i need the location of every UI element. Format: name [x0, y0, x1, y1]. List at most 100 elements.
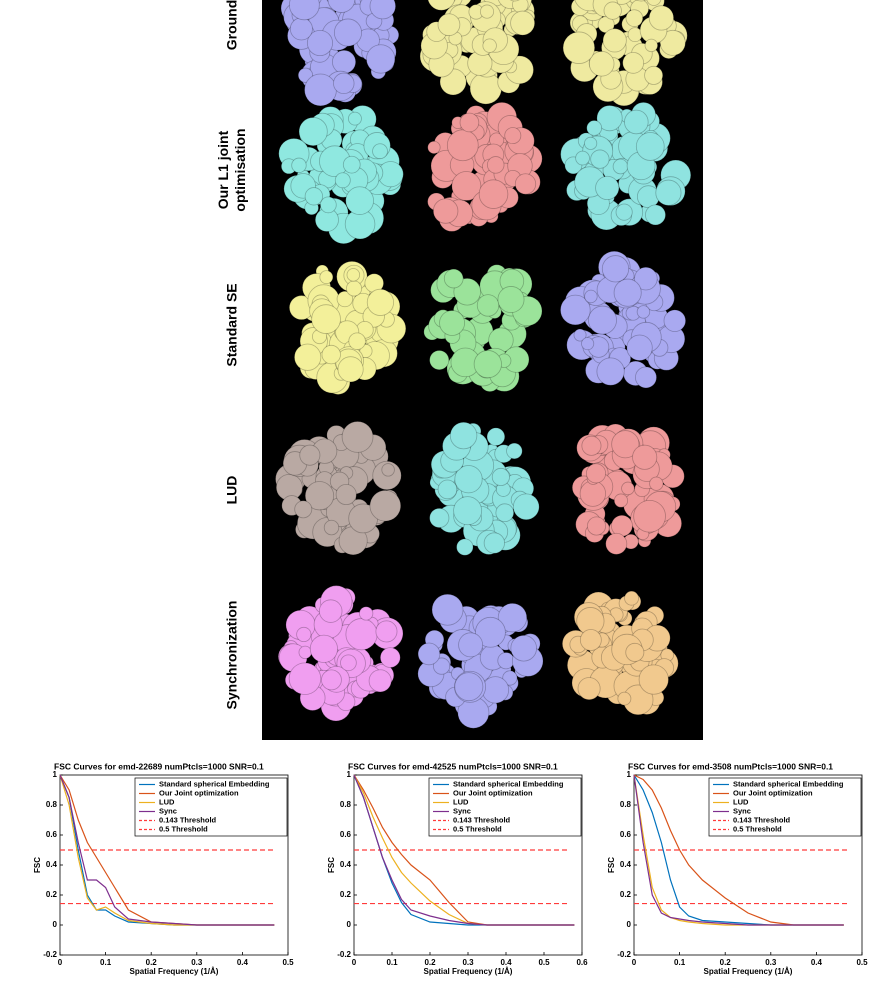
blob-part: [366, 288, 394, 316]
blob-part: [491, 467, 510, 487]
density-map: [561, 590, 679, 716]
blob-part: [577, 677, 601, 701]
y-axis-label: FSC: [327, 857, 336, 873]
blob-part: [579, 629, 602, 651]
blob-part: [304, 73, 337, 107]
legend-box: [708, 777, 862, 837]
x-tick-label: 0.1: [100, 958, 112, 967]
x-tick-label: 0.2: [424, 958, 436, 967]
blob-part: [482, 38, 497, 53]
fsc-chart: FSC Curves for emd-42525 numPtcls=1000 S…: [327, 761, 588, 976]
blob-part: [584, 136, 598, 150]
legend-label: 0.143 Threshold: [159, 815, 217, 824]
blob-part: [429, 350, 450, 371]
blob-part: [478, 179, 509, 209]
y-tick-label: 0.8: [46, 800, 58, 809]
blob-part: [560, 294, 591, 326]
y-tick-label: 0.8: [620, 800, 632, 809]
blob-part: [453, 496, 483, 526]
y-tick-label: 0.4: [46, 860, 58, 869]
blob-part: [309, 634, 338, 663]
density-map: [275, 421, 402, 556]
blob-part: [346, 268, 361, 282]
blob-part: [612, 158, 629, 175]
legend-label: LUD: [453, 797, 469, 806]
renderings: [275, 0, 692, 729]
blob-part: [446, 129, 479, 162]
x-tick-label: 0.1: [386, 958, 398, 967]
row-label: Our L1 joint: [215, 130, 231, 209]
blob-part: [475, 616, 506, 648]
blob-part: [449, 421, 478, 450]
blob-part: [299, 444, 321, 466]
blob-part: [476, 294, 500, 317]
legend-label: Sync: [733, 806, 751, 815]
y-tick-label: -0.2: [43, 950, 57, 959]
blob-part: [575, 150, 590, 166]
x-tick-label: 0.3: [765, 958, 777, 967]
blob-part: [311, 304, 341, 334]
blob-part: [427, 140, 441, 155]
y-tick-label: 0.2: [340, 890, 352, 899]
y-tick-label: -0.2: [337, 950, 351, 959]
blob-part: [645, 204, 666, 226]
blob-part: [510, 634, 537, 662]
legend-label: LUD: [733, 797, 749, 806]
blob-part: [646, 0, 662, 6]
blob-part: [346, 280, 363, 297]
blob-part: [626, 334, 653, 361]
blob-part: [304, 481, 335, 511]
density-map: [427, 101, 543, 232]
blob-part: [340, 654, 357, 672]
blob-part: [479, 4, 495, 19]
blob-part: [495, 503, 515, 523]
blob-part: [481, 676, 510, 704]
y-tick-label: 1: [627, 770, 632, 779]
blob-part: [375, 620, 398, 643]
blob-part: [432, 657, 451, 675]
blob-part: [319, 270, 334, 285]
blob-part: [588, 305, 617, 335]
blob-part: [581, 435, 602, 456]
density-map: [423, 264, 543, 392]
density-map: [280, 0, 400, 107]
row-label: Ground: [224, 0, 240, 50]
blob-part: [379, 647, 401, 668]
density-map: [288, 260, 407, 395]
x-tick-label: 0.5: [282, 958, 294, 967]
blob-part: [336, 290, 354, 308]
blob-part: [644, 38, 659, 53]
blob-part: [332, 49, 357, 74]
blob-part: [417, 642, 441, 666]
legend-label: Our Joint optimization: [733, 788, 813, 797]
blob-part: [288, 0, 320, 21]
x-tick-label: 0.1: [674, 958, 686, 967]
blob-part: [298, 645, 312, 660]
legend-label: Standard spherical Embedding: [453, 779, 564, 788]
legend-label: Our Joint optimization: [453, 788, 533, 797]
legend-label: Our Joint optimization: [159, 788, 239, 797]
blob-part: [635, 366, 657, 389]
blob-part: [432, 198, 459, 224]
blob-part: [345, 186, 374, 215]
y-axis-label: FSC: [607, 857, 616, 873]
blob-part: [369, 489, 402, 522]
blob-part: [588, 50, 615, 77]
legend-label: Sync: [159, 806, 177, 815]
fsc-chart: FSC Curves for emd-22689 numPtcls=1000 S…: [33, 761, 294, 976]
row-label: Standard SE: [224, 283, 240, 366]
x-tick-label: 0: [632, 958, 637, 967]
x-axis-label: Spatial Frequency (1/Å): [704, 967, 793, 976]
blob-part: [613, 278, 642, 307]
blob-part: [319, 196, 337, 214]
blob-part: [381, 463, 395, 477]
blob-part: [655, 179, 682, 206]
blob-part: [335, 483, 357, 506]
blob-part: [334, 172, 351, 189]
legend-label: 0.143 Threshold: [733, 815, 791, 824]
blob-part: [595, 175, 620, 201]
legend-label: 0.5 Threshold: [159, 824, 208, 833]
x-tick-label: 0.3: [191, 958, 203, 967]
x-axis-label: Spatial Frequency (1/Å): [130, 967, 219, 976]
